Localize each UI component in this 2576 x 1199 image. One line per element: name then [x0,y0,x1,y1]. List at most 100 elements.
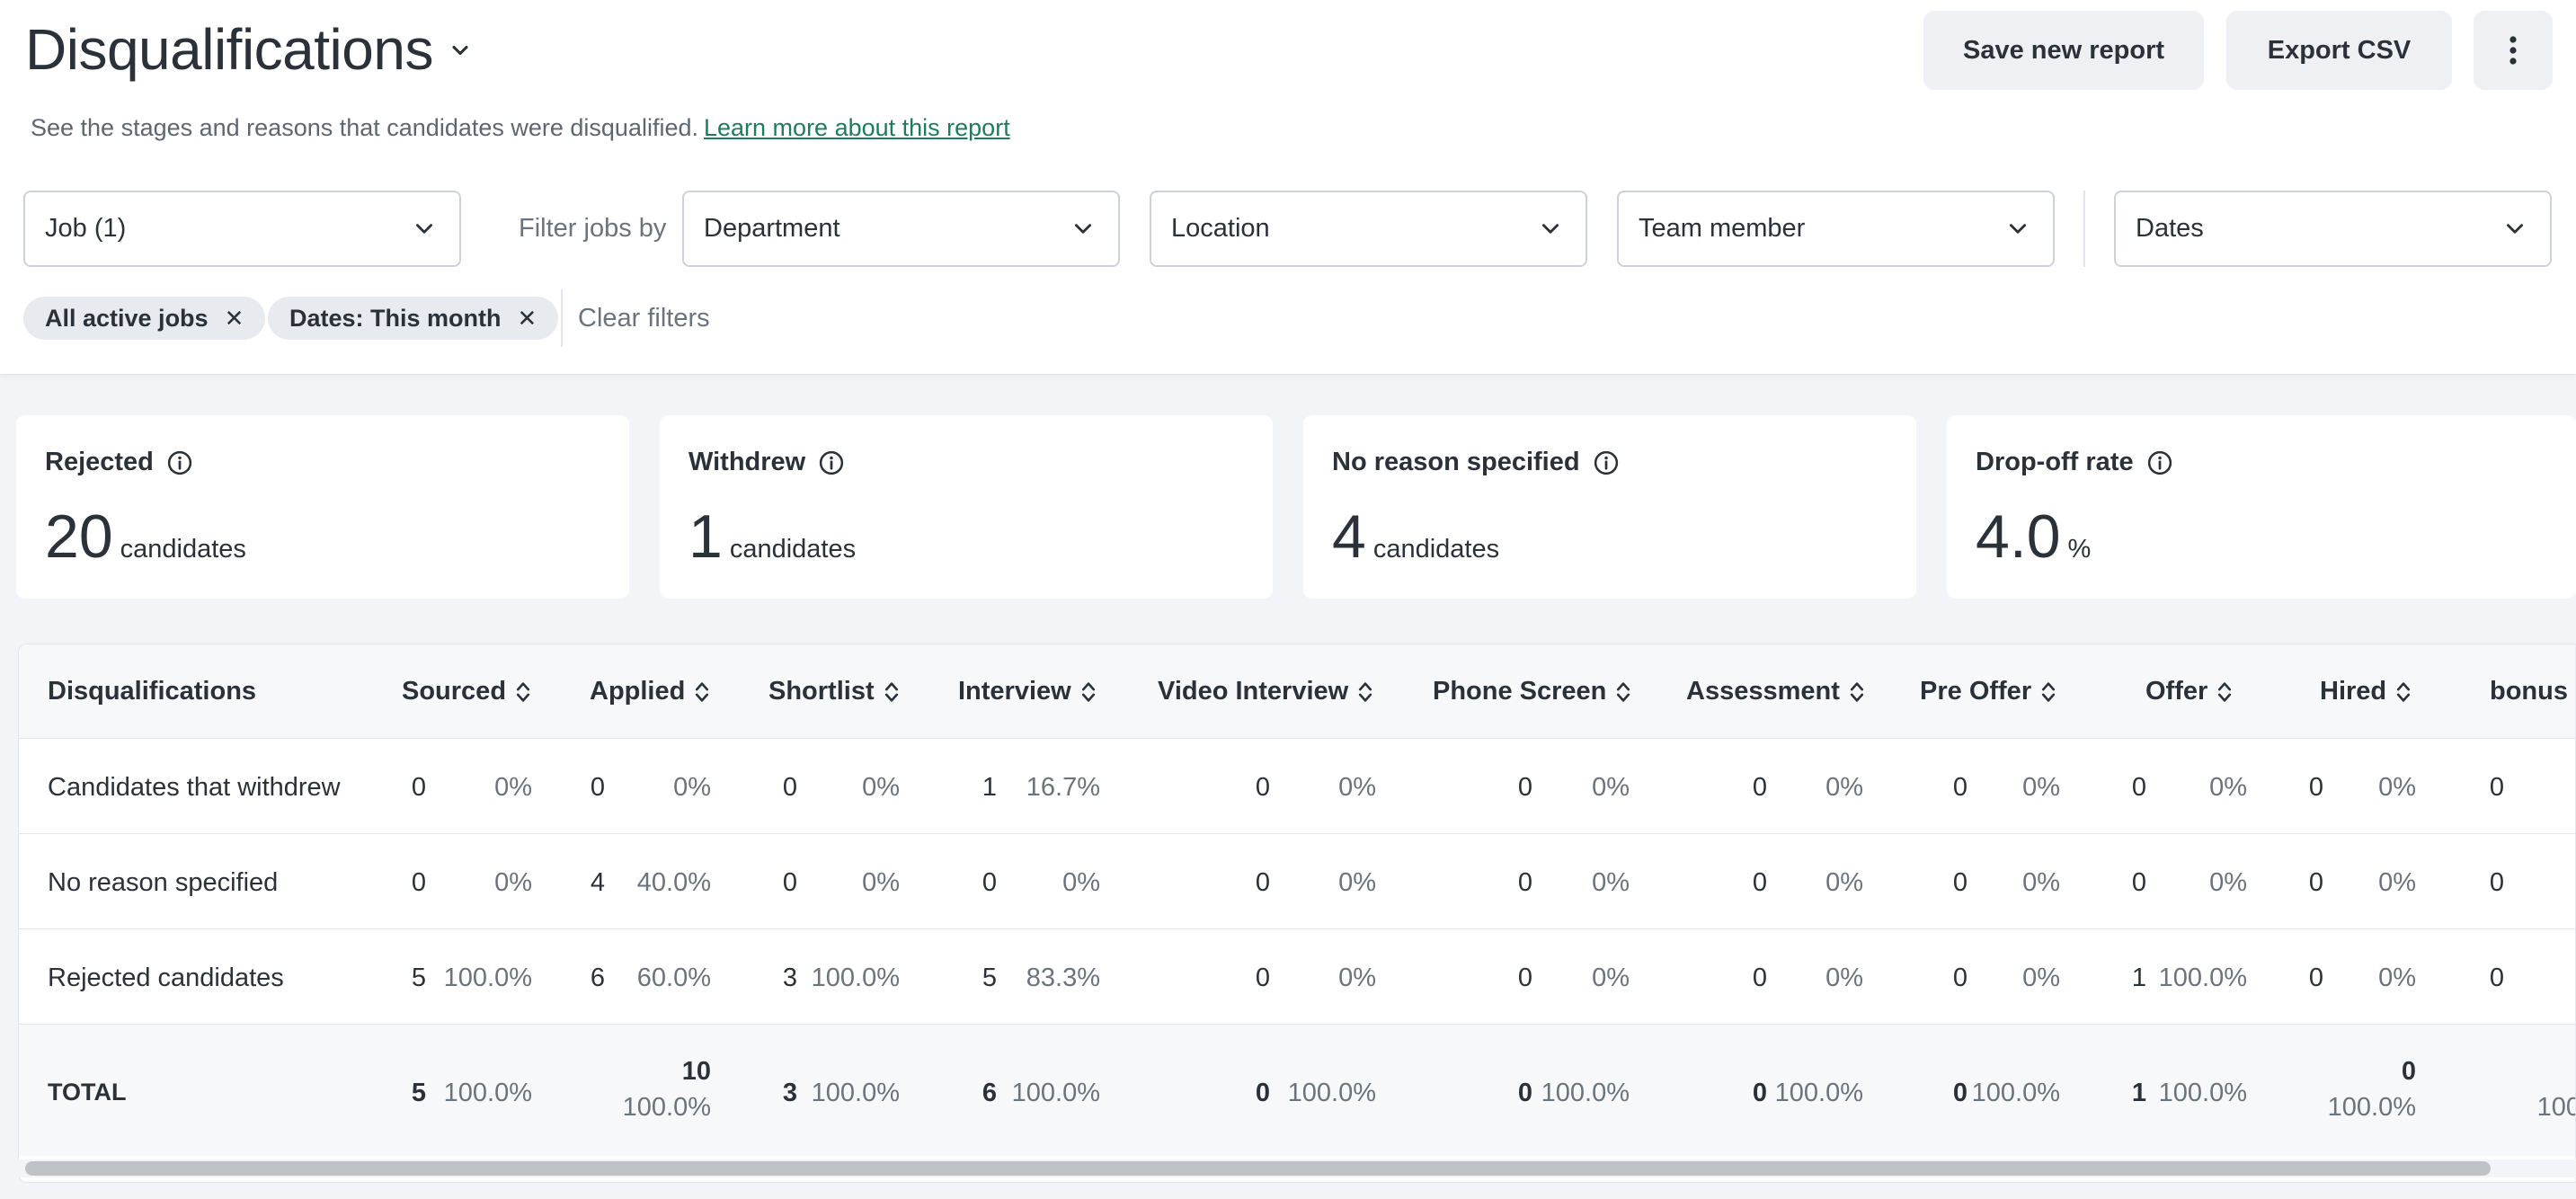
sort-icon [1359,681,1372,702]
info-icon[interactable] [2146,449,2173,476]
row-label: No reason specified [48,868,279,897]
cell-percent: 0% [2378,964,2416,992]
cell-count: 0 [1752,773,1767,802]
row-label: Rejected candidates [48,964,284,992]
subtitle-text: See the stages and reasons that candidat… [31,114,698,141]
column-header-label: Hired [2320,677,2387,706]
table-row: No reason specified 0 0% 4 40.0% 0 0% 0 0% 0 0% 0 0… [19,834,2575,929]
cell-count: 0 [1255,868,1270,897]
table-total-row: TOTAL 5 100.0% 10 100.0% 3 100.0% 6 100.0% 0 100.… [19,1025,2575,1156]
cell-count: 0 [2401,1057,2416,1086]
card-label: Withdrew [688,448,845,477]
column-header-applied[interactable]: Applied [590,677,710,706]
sort-icon [1617,681,1630,702]
chip-label: All active jobs [45,304,209,332]
chevron-down-icon [2507,224,2523,234]
cell-count: 1 [982,773,997,802]
column-header-hired[interactable]: Hired [2320,677,2412,706]
info-icon[interactable] [818,449,845,476]
info-icon[interactable] [1593,449,1620,476]
info-icon[interactable] [166,449,193,476]
chevron-down-icon [1075,224,1091,234]
chevron-down-icon [1542,224,1559,234]
column-header-offer[interactable]: Offer [2145,677,2233,706]
column-header-shortlist[interactable]: Shortlist [768,677,900,706]
cell-count: 3 [782,964,797,992]
cell-percent: 0% [1062,868,1100,897]
clear-filters-button[interactable]: Clear filters [578,304,710,333]
cell-count: 0 [411,773,426,802]
cell-percent: 0% [494,773,532,802]
cell-count: 1 [2131,964,2146,992]
cell-percent: 16.7% [1026,773,1100,802]
cell-count: 0 [982,868,997,897]
close-icon[interactable]: ✕ [517,304,537,332]
cell-percent: 100.0% [443,1079,532,1107]
chevron-down-icon[interactable] [448,38,473,63]
export-csv-button[interactable]: Export CSV [2226,11,2452,90]
column-header-label: Offer [2145,677,2208,706]
chevron-down-icon [2010,224,2026,234]
summary-card-withdrew: Withdrew 1 candidates [660,415,1273,599]
sort-icon [884,681,898,702]
card-number: 20 [45,502,113,571]
card-unit: candidates [1372,535,1500,564]
card-value: 20 candidates [45,502,246,572]
column-header-bonus[interactable]: bonus [2490,677,2568,706]
sort-icon [516,681,530,702]
table-row: Rejected candidates 5 100.0% 6 60.0% 3 100.0%… [19,929,2575,1025]
cell-percent: 0% [1338,868,1376,897]
location-select-value: Location [1171,214,1270,243]
team-member-select-value: Team member [1639,214,1806,243]
cell-percent: 0% [1825,868,1863,897]
column-header-sourced[interactable]: Sourced [402,677,531,706]
cell-count: 0 [590,773,605,802]
department-select[interactable]: Department [682,191,1120,267]
cell-count: 6 [982,1079,997,1107]
card-label-text: Rejected [45,448,154,476]
cell-percent: 0% [1592,773,1630,802]
card-label: No reason specified [1332,448,1620,477]
cell-percent: 0% [673,773,711,802]
dates-select-value: Dates [2136,214,2204,243]
location-select[interactable]: Location [1150,191,1587,267]
save-new-report-button[interactable]: Save new report [1923,11,2204,90]
horizontal-scrollbar[interactable] [18,1159,2576,1177]
cell-percent: 0% [2022,964,2060,992]
column-header-phone-screen[interactable]: Phone Screen [1433,677,1631,706]
cell-count: 0 [411,868,426,897]
learn-more-link[interactable]: Learn more about this report [704,114,1010,141]
cell-percent: 0% [2209,868,2247,897]
column-header-assessment[interactable]: Assessment [1686,677,1865,706]
cell-percent: 0% [1338,964,1376,992]
card-number: 1 [688,502,723,571]
card-unit: candidates [729,535,857,564]
cell-count: 0 [1752,868,1767,897]
job-select[interactable]: Job (1) [23,191,461,267]
column-header-label: Video Interview [1158,677,1349,706]
cell-count: 5 [982,964,997,992]
cell-percent: 100.0% [2536,1093,2575,1122]
card-number: 4.0 [1976,502,2061,571]
scrollbar-thumb[interactable] [25,1161,2491,1176]
cell-percent: 0% [1825,964,1863,992]
dates-select[interactable]: Dates [2114,191,2552,267]
cell-percent: 40.0% [636,868,711,897]
close-icon[interactable]: ✕ [224,304,244,332]
team-member-select[interactable]: Team member [1617,191,2055,267]
cell-percent: 100.0% [2327,1093,2416,1122]
column-header-label: Assessment [1686,677,1840,706]
column-header-interview[interactable]: Interview [958,677,1097,706]
cell-count: 0 [1255,964,1270,992]
cell-percent: 100.0% [811,1079,900,1107]
column-header-pre-offer[interactable]: Pre Offer [1920,677,2056,706]
cell-count: 0 [782,868,797,897]
table-row: Candidates that withdrew 0 0% 0 0% 0 0% 1 16.7%… [19,739,2575,834]
cell-percent: 100.0% [1774,1079,1863,1107]
summary-card-rejected: Rejected 20 candidates [16,415,629,599]
column-header-video-interview[interactable]: Video Interview [1158,677,1373,706]
cell-percent: 60.0% [636,964,711,992]
more-options-button[interactable] [2474,11,2553,90]
card-label-text: No reason specified [1332,448,1580,476]
cell-percent: 0% [1592,964,1630,992]
